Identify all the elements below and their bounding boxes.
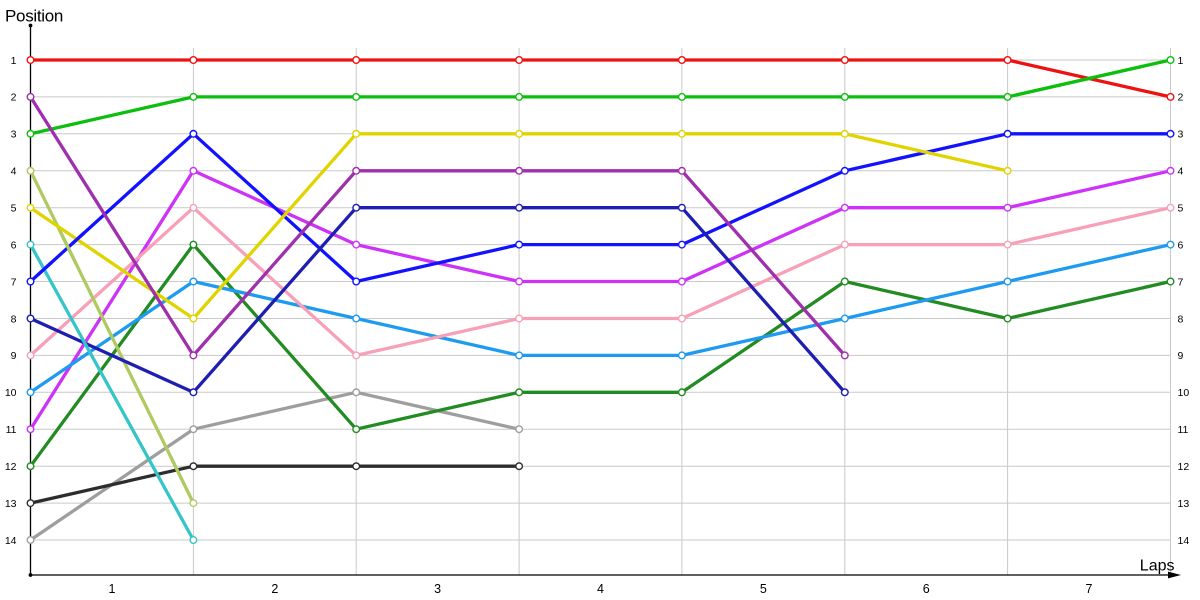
svg-text:8: 8 (1178, 313, 1184, 325)
svg-text:10: 10 (1178, 387, 1190, 399)
svg-text:4: 4 (597, 582, 604, 596)
svg-text:11: 11 (6, 424, 17, 436)
svg-text:3: 3 (1178, 129, 1184, 141)
svg-text:1: 1 (11, 55, 17, 67)
svg-text:9: 9 (11, 350, 17, 362)
svg-text:1: 1 (1178, 55, 1184, 67)
svg-text:1: 1 (109, 582, 116, 596)
svg-text:10: 10 (5, 387, 17, 399)
svg-text:7: 7 (1178, 276, 1184, 288)
svg-text:Laps: Laps (1140, 558, 1175, 575)
svg-text:Position: Position (5, 7, 63, 26)
svg-text:4: 4 (11, 166, 17, 178)
svg-text:7: 7 (11, 276, 17, 288)
svg-text:5: 5 (1178, 203, 1184, 215)
svg-text:6: 6 (1178, 239, 1184, 251)
svg-text:11: 11 (1178, 424, 1189, 436)
svg-text:2: 2 (271, 582, 278, 596)
svg-text:5: 5 (760, 582, 767, 596)
svg-text:2: 2 (1178, 92, 1184, 104)
svg-text:14: 14 (5, 535, 17, 547)
svg-text:12: 12 (1178, 461, 1190, 473)
svg-text:14: 14 (1178, 535, 1190, 547)
svg-text:8: 8 (11, 313, 17, 325)
svg-text:3: 3 (434, 582, 441, 596)
svg-text:3: 3 (11, 129, 17, 141)
svg-text:2: 2 (11, 92, 17, 104)
svg-text:6: 6 (923, 582, 930, 596)
svg-text:5: 5 (11, 203, 17, 215)
svg-text:6: 6 (11, 239, 17, 251)
svg-text:4: 4 (1178, 166, 1184, 178)
svg-text:9: 9 (1178, 350, 1184, 362)
svg-text:7: 7 (1086, 582, 1093, 596)
svg-text:13: 13 (5, 498, 17, 510)
svg-text:12: 12 (5, 461, 17, 473)
svg-text:13: 13 (1178, 498, 1190, 510)
